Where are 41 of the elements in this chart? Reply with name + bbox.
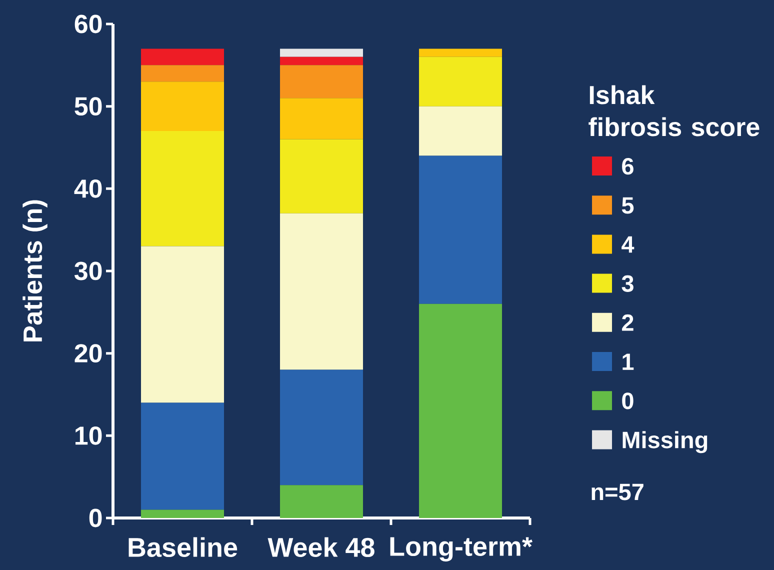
- x-tick-label: Long-term*: [390, 537, 532, 562]
- bar: [280, 139, 364, 214]
- bar: [141, 131, 224, 246]
- x-tick-label: Baseline: [128, 537, 238, 558]
- legend-label: 6: [622, 158, 634, 175]
- legend-label: 2: [622, 314, 634, 331]
- bar: [280, 485, 364, 518]
- y-tick-label: 50: [74, 97, 102, 116]
- legend-title: Ishak fibrosis score: [588, 85, 760, 136]
- bar: [419, 48, 502, 57]
- bar: [141, 246, 224, 403]
- y-axis-title: Patients (n): [22, 200, 48, 342]
- y-tick-label: 60: [74, 14, 102, 34]
- bar: [280, 213, 364, 370]
- bar: [419, 156, 502, 304]
- legend-label: 5: [622, 197, 634, 214]
- legend-label: Missing: [622, 431, 708, 454]
- bar: [141, 48, 224, 66]
- bar: [280, 65, 364, 98]
- bar: [141, 65, 224, 82]
- bar: [141, 82, 224, 132]
- y-tick-label: 10: [76, 426, 102, 445]
- legend-label: 0: [622, 392, 634, 410]
- legend-label: 1: [622, 354, 634, 370]
- text: n=57: [592, 484, 644, 500]
- bar: [419, 106, 502, 156]
- y-tick-label: 20: [74, 344, 102, 363]
- bar: [280, 98, 364, 140]
- bar: [280, 56, 364, 66]
- bar: [141, 402, 224, 510]
- bar: [280, 370, 364, 486]
- legend-label: 4: [622, 236, 634, 253]
- y-tick-label: 40: [74, 179, 102, 198]
- bar: [419, 304, 502, 518]
- x-tick-label: Week 48: [268, 537, 374, 558]
- y-tick-label: 30: [74, 262, 102, 280]
- bar: [280, 48, 364, 57]
- bar: [419, 56, 502, 106]
- bar: [141, 510, 224, 518]
- legend-label: 3: [622, 275, 634, 292]
- y-tick-label: 0: [89, 508, 102, 528]
